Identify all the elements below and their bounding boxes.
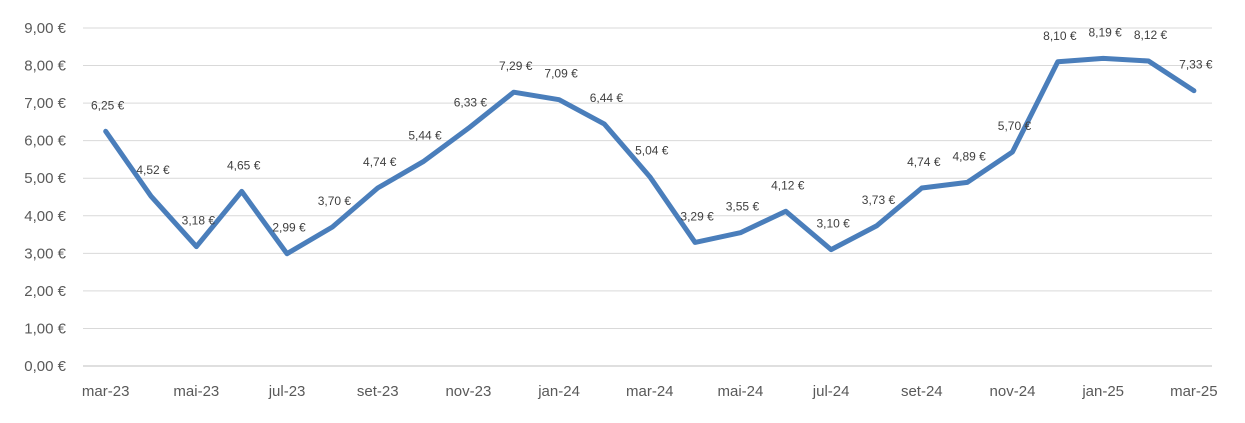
- data-label: 3,29 €: [680, 209, 714, 223]
- data-label: 4,89 €: [952, 149, 986, 163]
- data-labels: 6,25 € 4,52 € 3,18 € 4,65 € 2,99 € 3,70 € 4,74…: [91, 25, 1213, 234]
- x-tick-label: jul-23: [268, 383, 306, 400]
- data-label: 6,33 €: [454, 95, 488, 109]
- y-tick-label: 0,00 €: [24, 358, 66, 375]
- data-label: 4,52 €: [136, 163, 170, 177]
- series-group: [103, 55, 1197, 257]
- data-label: 2,99 €: [272, 221, 306, 235]
- y-tick-label: 2,00 €: [24, 283, 66, 300]
- data-label: 7,09 €: [544, 67, 578, 81]
- y-tick-label: 4,00 €: [24, 208, 66, 225]
- y-tick-label: 9,00 €: [24, 20, 66, 37]
- y-axis-tick-labels: 0,00 € 1,00 € 2,00 € 3,00 € 4,00 € 5,00 € 6,00…: [24, 20, 66, 375]
- data-label: 5,44 €: [408, 129, 442, 143]
- data-label: 3,73 €: [862, 193, 896, 207]
- y-tick-label: 5,00 €: [24, 170, 66, 187]
- x-tick-label: jul-24: [812, 383, 850, 400]
- y-tick-label: 8,00 €: [24, 58, 66, 75]
- data-label: 3,10 €: [816, 217, 850, 231]
- data-label: 3,70 €: [318, 194, 352, 208]
- data-label: 6,44 €: [590, 91, 624, 105]
- data-label: 8,12 €: [1134, 28, 1168, 42]
- x-tick-label: mai-24: [718, 383, 764, 400]
- data-label: 8,19 €: [1088, 25, 1122, 39]
- x-tick-label: set-24: [901, 383, 943, 400]
- data-label: 3,18 €: [182, 214, 216, 228]
- x-tick-label: jan-24: [537, 383, 580, 400]
- x-tick-label: jan-25: [1081, 383, 1124, 400]
- y-tick-label: 7,00 €: [24, 95, 66, 112]
- data-label: 4,12 €: [771, 178, 805, 192]
- y-tick-label: 6,00 €: [24, 133, 66, 150]
- x-tick-label: set-23: [357, 383, 399, 400]
- data-label: 6,25 €: [91, 98, 125, 112]
- data-label: 4,74 €: [907, 155, 941, 169]
- data-label: 4,74 €: [363, 155, 397, 169]
- x-tick-label: nov-23: [445, 383, 491, 400]
- x-tick-label: mar-23: [82, 383, 130, 400]
- data-label: 3,55 €: [726, 200, 760, 214]
- data-label: 7,33 €: [1179, 58, 1213, 72]
- gridlines: [83, 27, 1212, 329]
- data-label: 4,65 €: [227, 158, 261, 172]
- x-axis-tick-labels: mar-23 mai-23 jul-23 set-23 nov-23 jan-24 mar-…: [82, 383, 1218, 400]
- data-label: 7,29 €: [499, 59, 533, 73]
- x-tick-label: mar-24: [626, 383, 674, 400]
- data-label: 8,10 €: [1043, 29, 1077, 43]
- y-tick-label: 3,00 €: [24, 245, 66, 262]
- data-label: 5,70 €: [998, 119, 1032, 133]
- x-tick-label: mar-25: [1170, 383, 1218, 400]
- x-tick-label: mai-23: [173, 383, 219, 400]
- data-label: 5,04 €: [635, 144, 669, 158]
- y-tick-label: 1,00 €: [24, 320, 66, 337]
- x-tick-label: nov-24: [990, 383, 1036, 400]
